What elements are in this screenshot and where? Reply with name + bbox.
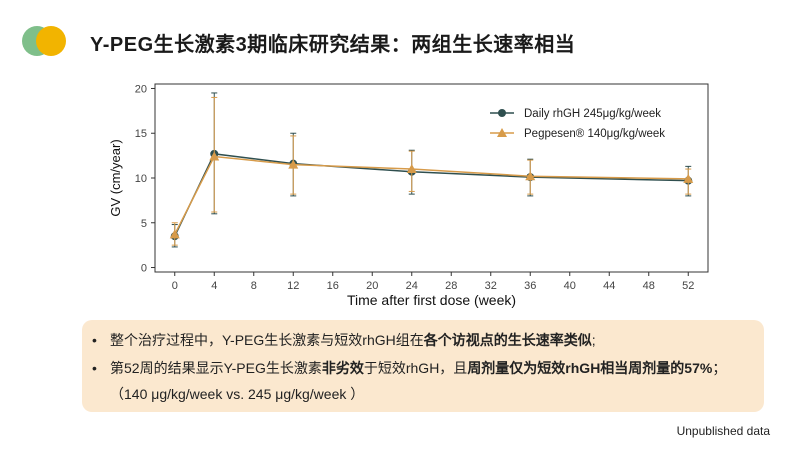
bullet-dot: •: [92, 360, 97, 376]
bullet-2-bold-2: 周剂量仅为短效rhGH相当周剂量的57%: [467, 360, 713, 376]
legend-marker: [498, 109, 506, 117]
y-axis-label: GV (cm/year): [108, 139, 123, 216]
bullet-2: • 第52周的结果显示Y-PEG生长激素非劣效于短效rhGH，且周剂量仅为短效rh…: [92, 358, 726, 378]
legend-label: Pegpesen® 140μg/kg/week: [524, 128, 665, 140]
y-tick-label: 0: [141, 263, 147, 275]
footer-note: Unpublished data: [676, 424, 770, 438]
y-tick-label: 5: [141, 218, 147, 230]
y-tick-label: 20: [135, 83, 147, 95]
bullet-2-bold-1: 非劣效: [321, 360, 364, 376]
x-tick-label: 8: [251, 280, 257, 292]
y-tick-label: 15: [135, 128, 147, 140]
data-point: [406, 164, 417, 174]
x-axis-label: Time after first dose (week): [347, 292, 516, 308]
x-tick-label: 32: [485, 280, 497, 292]
series-line: [174, 155, 689, 235]
bullet-1-end: ;: [591, 332, 596, 348]
x-tick-label: 52: [682, 280, 694, 292]
y-tick-label: 10: [135, 173, 147, 185]
summary-box: • 整个治疗过程中，Y-PEG生长激素与短效rhGH组在各个访视点的生长速率类似;…: [82, 320, 764, 412]
data-point: [209, 151, 220, 161]
bullet-3: （140 μg/kg/week vs. 245 μg/kg/week ）: [92, 384, 364, 404]
x-tick-label: 36: [524, 280, 536, 292]
x-tick-label: 40: [564, 280, 576, 292]
series-line: [174, 153, 689, 237]
x-tick-label: 24: [406, 280, 418, 292]
data-point: [288, 159, 299, 169]
bullet-dot: •: [92, 332, 97, 348]
legend-label: Daily rhGH 245μg/kg/week: [524, 108, 661, 120]
data-point: [525, 171, 536, 181]
x-tick-label: 28: [445, 280, 457, 292]
page-title: Y-PEG生长激素3期临床研究结果：两组生长速率相当: [90, 34, 576, 56]
bullet-1-bold: 各个访视点的生长速率类似: [423, 332, 592, 348]
bullet-2-end: ；: [712, 360, 727, 376]
bullet-1-text: 整个治疗过程中，Y-PEG生长激素与短效rhGH组在: [110, 332, 424, 348]
x-tick-label: 0: [172, 280, 178, 292]
bullet-3-text: （140 μg/kg/week vs. 245 μg/kg/week ）: [110, 386, 365, 402]
x-tick-label: 44: [603, 280, 615, 292]
x-tick-label: 4: [211, 280, 217, 292]
logo: [22, 26, 66, 56]
bullet-2-mid: 于短效rhGH，且: [363, 360, 468, 376]
x-tick-label: 16: [327, 280, 339, 292]
x-tick-label: 20: [366, 280, 378, 292]
x-tick-label: 48: [643, 280, 655, 292]
data-point: [169, 229, 180, 239]
logo-yellow-circle: [36, 26, 66, 56]
legend-marker: [497, 128, 507, 137]
data-point: [683, 173, 694, 183]
bullet-2-text: 第52周的结果显示Y-PEG生长激素: [110, 360, 322, 376]
x-tick-label: 12: [287, 280, 299, 292]
bullet-1: • 整个治疗过程中，Y-PEG生长激素与短效rhGH组在各个访视点的生长速率类似;: [92, 330, 596, 350]
